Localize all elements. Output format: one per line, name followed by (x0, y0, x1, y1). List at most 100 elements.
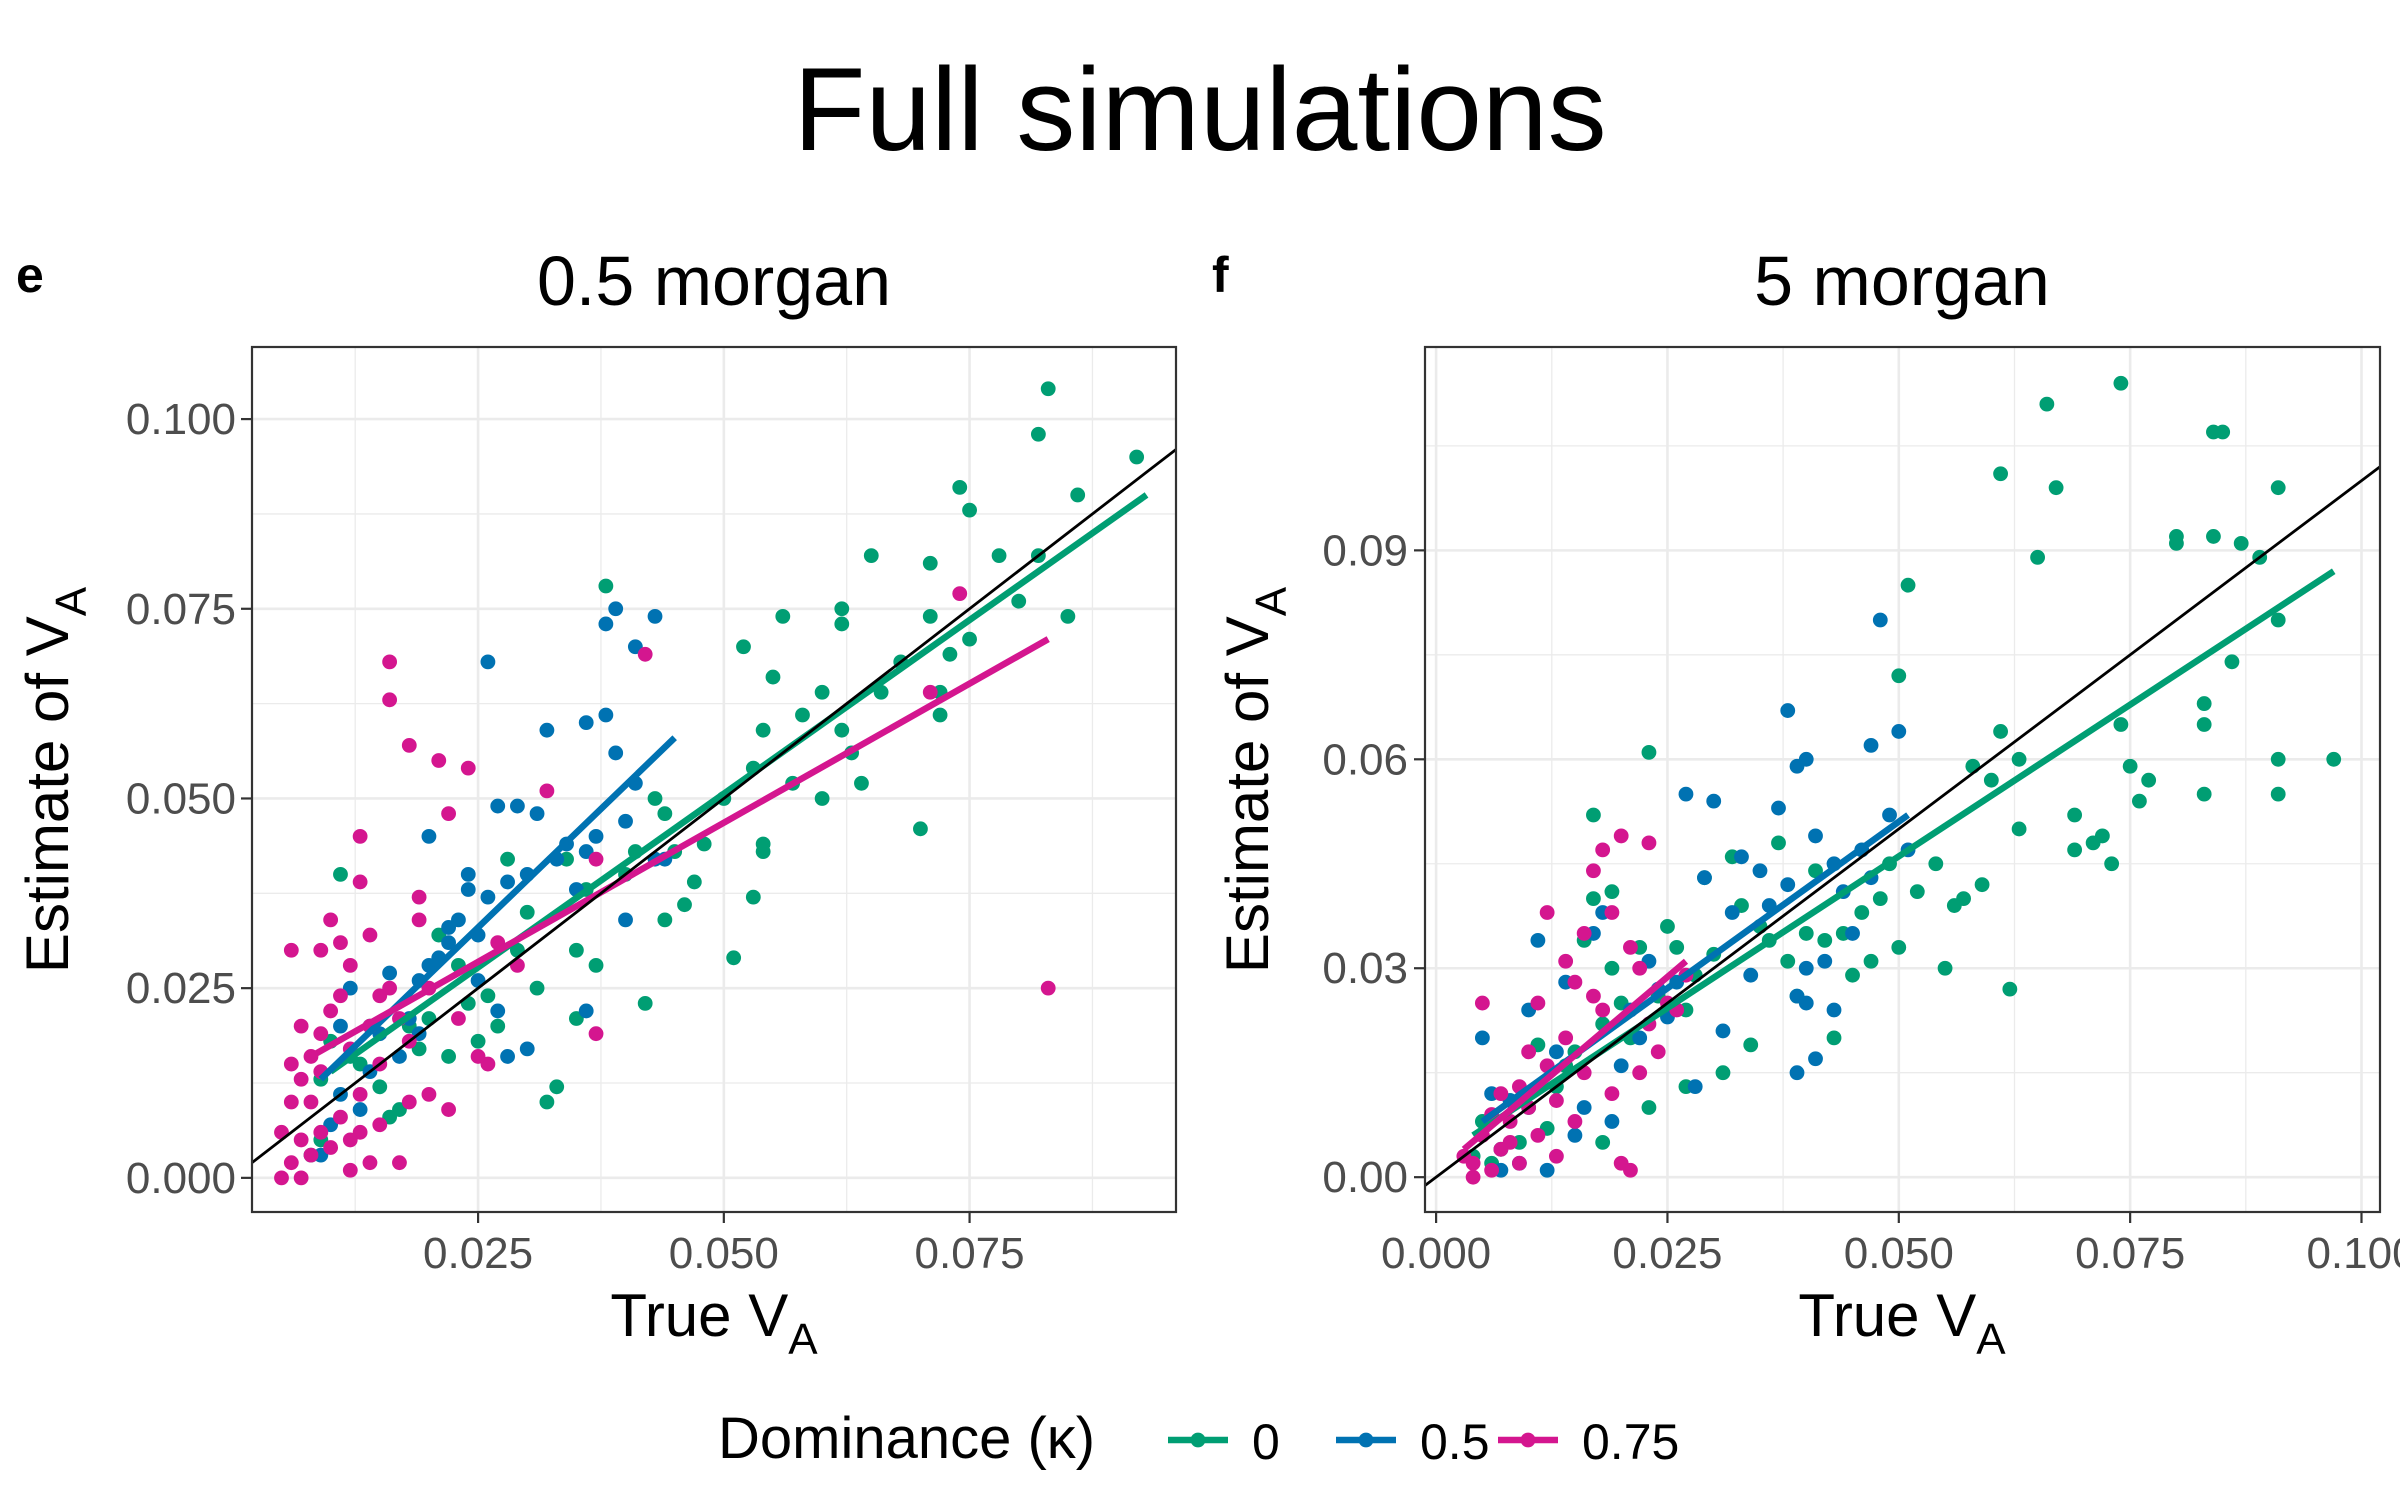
panel-border (250, 345, 1178, 1214)
data-point (1613, 1058, 1629, 1074)
data-point (1549, 1093, 1564, 1108)
data-point (382, 692, 398, 708)
data-point (745, 889, 761, 905)
data-point (1946, 898, 1962, 913)
data-point (1530, 1127, 1546, 1143)
data-point (1493, 1141, 1509, 1157)
data-point (539, 1094, 555, 1110)
data-point (1595, 1134, 1611, 1150)
data-point (1965, 758, 1981, 774)
data-point (480, 988, 496, 1004)
data-point (765, 669, 781, 685)
data-point (441, 806, 456, 822)
data-point (283, 1155, 299, 1171)
data-point (1826, 1002, 1842, 1018)
x-axis-title: True VA (610, 1282, 818, 1364)
data-point (441, 1102, 456, 1117)
data-point (588, 851, 604, 867)
data-point (1632, 1065, 1648, 1081)
data-point (922, 555, 938, 571)
data-point (1993, 466, 2008, 482)
data-point (1863, 737, 1879, 753)
data-point (519, 1041, 535, 1057)
data-point (2206, 424, 2221, 440)
data-point (372, 1079, 388, 1095)
data-point (834, 616, 850, 632)
data-point (1595, 842, 1611, 858)
panels: 0.025 0.050 0.075 0.000 0.025 0.050 0.075 0.100… (14, 242, 2400, 1364)
data-point (2011, 821, 2027, 837)
data-point (421, 1086, 437, 1102)
data-point (519, 904, 535, 920)
data-point (1678, 786, 1694, 802)
data-point (1845, 926, 1860, 941)
data-point (1937, 960, 1953, 976)
data-point (401, 737, 417, 753)
x-tick-label: 0.050 (669, 1229, 779, 1278)
data-point (460, 760, 476, 776)
data-point (1724, 905, 1740, 920)
data-point (441, 1049, 456, 1064)
data-point (1586, 891, 1601, 906)
y-tick-label: 0.025 (126, 964, 236, 1013)
data-point (1872, 612, 1888, 628)
data-point (1576, 1100, 1592, 1115)
data-point (1539, 905, 1555, 920)
y-tick-label: 0.09 (1322, 526, 1408, 575)
data-point (2169, 536, 2184, 551)
y-axis-title: Estimate of VA (14, 586, 96, 973)
y-tick-label: 0.100 (126, 395, 236, 444)
plot-marks (1425, 375, 2380, 1187)
data-point (1632, 1030, 1648, 1046)
data-point (293, 1071, 309, 1087)
data-point (323, 1140, 339, 1155)
plot-background (1425, 347, 2380, 1212)
data-point (470, 1033, 486, 1049)
legend-key-point (1190, 1432, 1206, 1448)
data-point (1706, 793, 1722, 809)
data-point (510, 798, 525, 814)
data-point (352, 874, 368, 890)
data-point (1891, 939, 1907, 955)
data-point (834, 601, 850, 617)
y-tick-label: 0.075 (126, 585, 236, 634)
data-point (1595, 1002, 1611, 1018)
data-point (2131, 793, 2147, 809)
data-point (1697, 870, 1712, 886)
data-point (1040, 381, 1056, 397)
data-point (1641, 744, 1657, 760)
data-point (460, 882, 476, 897)
x-tick-label: 0.075 (915, 1229, 1025, 1278)
data-point (863, 548, 879, 564)
data-point (382, 965, 398, 981)
data-point (313, 942, 329, 958)
data-point (480, 889, 496, 905)
data-point (1817, 932, 1833, 948)
data-point (578, 715, 594, 730)
data-point (392, 1155, 407, 1171)
data-point (1687, 1079, 1703, 1095)
data-point (352, 829, 368, 844)
data-point (1928, 856, 1944, 872)
panel-label: f (1212, 247, 1229, 303)
panel-border (1423, 345, 2382, 1214)
data-point (1808, 863, 1823, 879)
panel-title: 0.5 morgan (537, 242, 891, 320)
data-point (1040, 980, 1056, 996)
data-point (1669, 939, 1685, 955)
fit-line-0.75 (1461, 958, 1689, 1152)
data-point (352, 1086, 368, 1102)
data-point (913, 821, 928, 837)
x-axis-title: True VA (1798, 1282, 2006, 1364)
data-point (1771, 835, 1786, 851)
data-point (1845, 967, 1860, 983)
data-point (942, 646, 958, 662)
data-point (2122, 758, 2138, 774)
x-tick-label: 0.100 (2306, 1229, 2400, 1278)
data-point (588, 957, 604, 973)
data-point (1798, 926, 1814, 941)
data-point (1650, 1044, 1666, 1060)
data-point (2326, 751, 2342, 767)
data-point (1993, 724, 2008, 739)
data-point (991, 548, 1007, 564)
